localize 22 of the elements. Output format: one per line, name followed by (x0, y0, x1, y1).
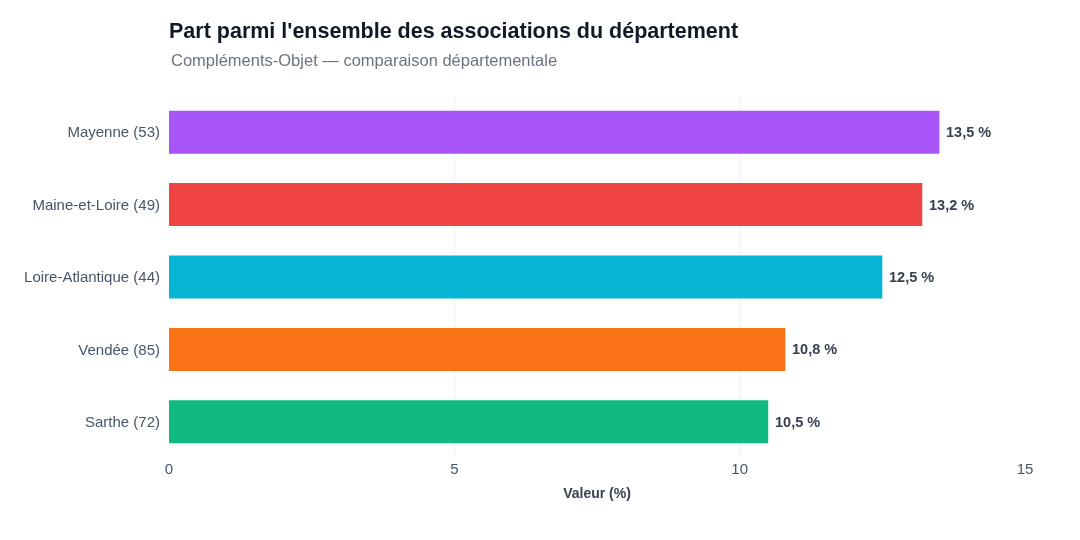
y-tick-label: Loire-Atlantique (44) (24, 268, 160, 286)
bar (169, 110, 940, 154)
bar (169, 327, 786, 371)
y-tick-label: Sarthe (72) (84, 413, 160, 431)
y-tick-label: Mayenne (53) (67, 123, 160, 141)
data-label: 12,5 % (889, 269, 935, 285)
bar (169, 400, 769, 444)
chart-subtitle: Compléments-Objet — comparaison départementale (171, 51, 558, 69)
data-label: 13,5 % (946, 124, 992, 140)
y-tick-label: Maine-et-Loire (49) (32, 195, 160, 213)
bar (169, 183, 923, 227)
x-axis-title: Valeur (%) (563, 485, 631, 502)
x-tick-label: 5 (450, 460, 459, 477)
data-label: 10,5 % (775, 414, 821, 430)
chart-title: Part parmi l'ensemble des associations du département (169, 19, 739, 44)
data-label: 10,8 % (792, 341, 838, 357)
x-tick-label: 0 (164, 460, 174, 477)
x-tick-label: 15 (1016, 460, 1034, 477)
x-tick-label: 10 (731, 460, 749, 477)
data-label: 13,2 % (929, 197, 975, 213)
bar (169, 255, 883, 299)
y-tick-label: Vendée (85) (78, 340, 160, 358)
